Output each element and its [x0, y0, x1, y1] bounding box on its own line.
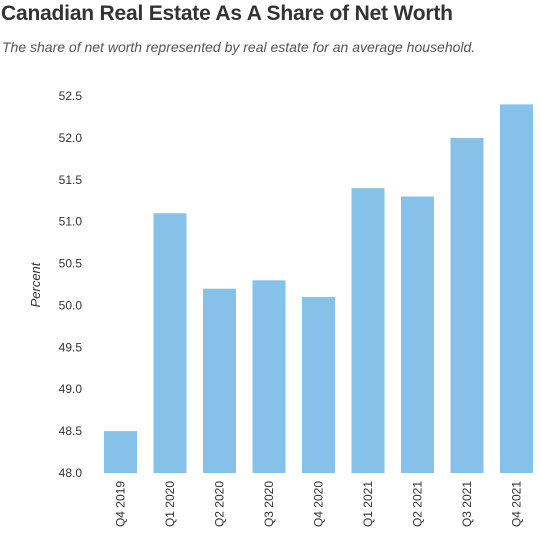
x-tick-label: Q4 2020 [312, 481, 326, 527]
x-tick-label: Q4 2019 [114, 481, 128, 527]
y-tick-label: 49.0 [59, 382, 83, 396]
y-tick-label: 50.0 [59, 298, 83, 312]
y-tick-label: 52.5 [59, 89, 83, 103]
bar [104, 431, 137, 473]
y-axis-title: Percent [28, 261, 43, 307]
y-tick-label: 52.0 [59, 131, 83, 145]
bar [401, 196, 434, 474]
y-tick-label: 49.5 [59, 340, 83, 354]
chart-subtitle: The share of net worth represented by re… [2, 39, 476, 55]
bar [351, 188, 385, 473]
y-tick-label: 48.0 [59, 466, 83, 480]
y-tick-label: 50.5 [59, 257, 83, 271]
x-tick-label: Q1 2021 [361, 481, 375, 527]
y-tick-label: 51.0 [59, 215, 83, 229]
bar [252, 280, 286, 473]
chart-title: Canadian Real Estate As A Share of Net W… [1, 2, 453, 25]
bars [104, 104, 533, 474]
x-axis: Q4 2019 Q1 2020 Q2 2020 Q3 2020 Q4 2020 Q1 20… [114, 481, 524, 527]
bar [500, 104, 533, 473]
bar [153, 213, 187, 474]
bar [203, 288, 236, 473]
x-tick-label: Q1 2020 [163, 481, 177, 527]
x-tick-label: Q3 2020 [262, 481, 276, 527]
x-tick-label: Q2 2020 [213, 481, 227, 527]
x-tick-label: Q3 2021 [460, 481, 474, 527]
y-tick-label: 48.5 [59, 424, 83, 438]
x-tick-label: Q2 2021 [411, 481, 425, 527]
bar [450, 137, 484, 473]
y-axis: 48.0 48.5 49.0 49.5 50.0 50.5 51.0 51.5 52.0 52.5 [59, 89, 83, 480]
y-tick-label: 51.5 [59, 173, 83, 187]
x-tick-label: Q4 2021 [510, 481, 524, 527]
bar [302, 297, 335, 473]
